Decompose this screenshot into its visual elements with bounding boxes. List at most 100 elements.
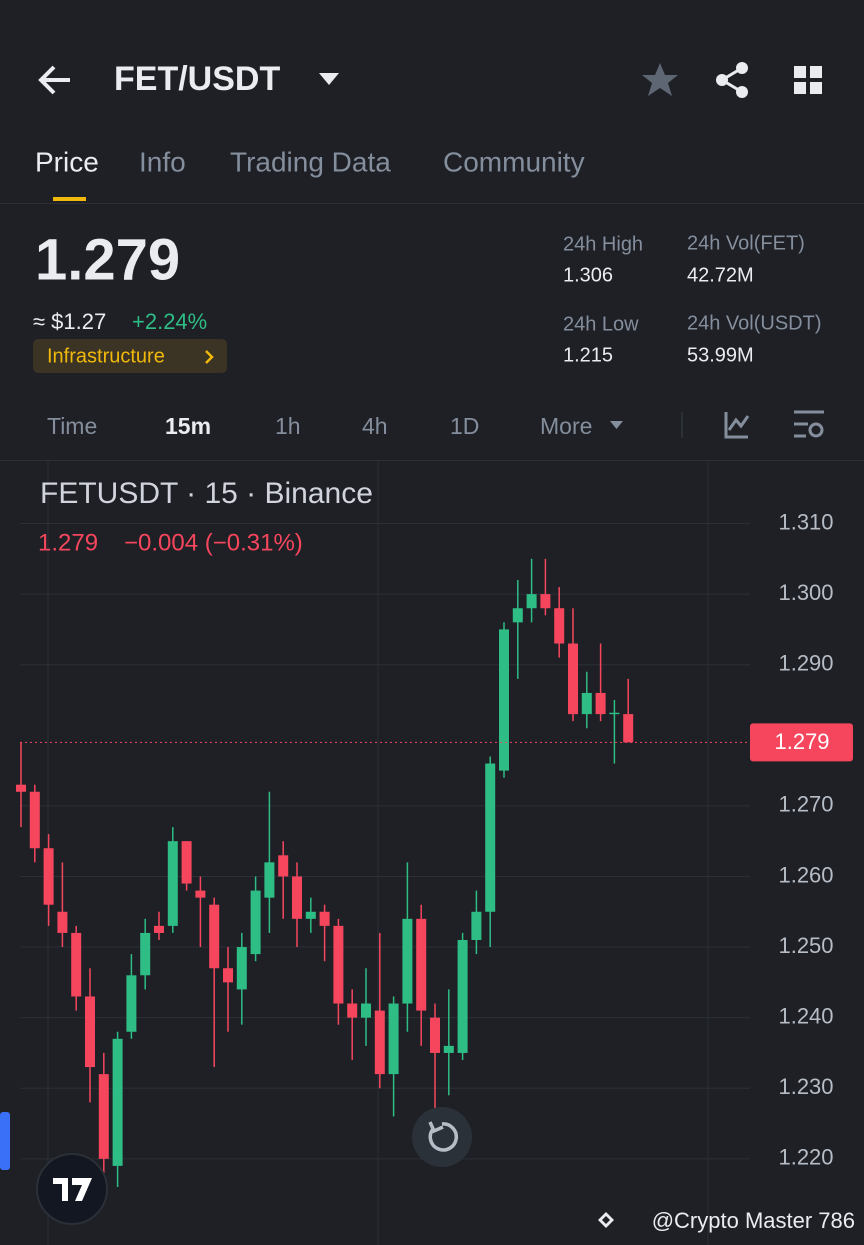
candle-body bbox=[264, 862, 275, 898]
candle-body bbox=[443, 1045, 454, 1053]
settings-icon[interactable] bbox=[794, 410, 824, 438]
candle-body bbox=[305, 911, 316, 919]
candle-body bbox=[278, 855, 289, 877]
candle-body bbox=[71, 932, 82, 997]
y-tick-label: 1.300 bbox=[778, 580, 833, 605]
candle-body bbox=[167, 841, 178, 926]
stat-value: 53.99M bbox=[687, 344, 754, 366]
candle-body bbox=[43, 848, 54, 905]
candle-body bbox=[499, 629, 509, 771]
more-dropdown[interactable] bbox=[610, 421, 623, 429]
divider bbox=[0, 203, 864, 204]
stat-label: 24h Vol(USDT) bbox=[687, 312, 822, 334]
tag-text[interactable]: Infrastructure bbox=[47, 345, 165, 367]
candle-body bbox=[195, 890, 206, 898]
candle-body bbox=[526, 594, 537, 609]
candle-body bbox=[181, 841, 192, 884]
candle-body bbox=[209, 904, 220, 969]
interval[interactable]: 15m bbox=[165, 413, 211, 439]
candle-body bbox=[112, 1038, 123, 1166]
candle-body bbox=[471, 911, 482, 940]
chart bbox=[16, 461, 750, 1245]
candle-body bbox=[85, 996, 95, 1068]
stat-value: 42.72M bbox=[687, 264, 754, 286]
y-tick-label: 1.290 bbox=[778, 651, 833, 676]
interval[interactable]: 4h bbox=[362, 413, 388, 439]
usd-price: ≈ $1.27 bbox=[33, 309, 106, 334]
interval[interactable]: Time bbox=[47, 413, 97, 439]
candle-body bbox=[292, 876, 302, 919]
candle-body bbox=[333, 925, 344, 1004]
side-tab[interactable] bbox=[0, 1112, 10, 1170]
candle-body bbox=[236, 947, 247, 990]
candle-body bbox=[430, 1017, 440, 1053]
candle-body bbox=[140, 932, 151, 976]
last-price: 1.279 bbox=[35, 227, 180, 292]
candle-body bbox=[347, 1003, 358, 1018]
stat-label: 24h Low bbox=[563, 313, 639, 335]
grid-icon[interactable] bbox=[794, 66, 822, 94]
back-button[interactable] bbox=[38, 65, 70, 95]
stat-label: 24h High bbox=[563, 233, 643, 255]
candle-body bbox=[223, 968, 233, 983]
tab[interactable]: Trading Data bbox=[230, 146, 391, 177]
candle-body bbox=[388, 1003, 399, 1075]
tab[interactable]: Price bbox=[35, 146, 99, 177]
candle-body bbox=[250, 890, 261, 955]
tradingview-logo bbox=[36, 1153, 108, 1225]
interval[interactable]: 1h bbox=[275, 413, 301, 439]
tag-chevron bbox=[205, 350, 214, 364]
candle-body bbox=[57, 911, 68, 933]
candle-body bbox=[374, 1010, 385, 1075]
y-tick-label: 1.230 bbox=[778, 1074, 833, 1099]
candle-body bbox=[416, 918, 427, 1011]
candle-body bbox=[16, 784, 26, 792]
candle-body bbox=[361, 1003, 371, 1018]
stat-label: 24h Vol(FET) bbox=[687, 232, 805, 254]
chart-title: FETUSDT · 15 · Binance bbox=[40, 477, 373, 510]
last-price-label: 1.279 bbox=[774, 729, 829, 754]
tab-indicator bbox=[53, 197, 86, 201]
candle-body bbox=[29, 791, 40, 849]
interval[interactable]: 1D bbox=[450, 413, 479, 439]
last-price-badge bbox=[750, 723, 853, 762]
candle-body bbox=[319, 911, 330, 926]
candle-body bbox=[623, 714, 634, 743]
tab[interactable]: Info bbox=[139, 146, 186, 177]
price-change: +2.24% bbox=[132, 309, 207, 334]
candle-body bbox=[154, 925, 164, 933]
reset-button[interactable] bbox=[412, 1107, 472, 1167]
indicator-icon[interactable] bbox=[724, 412, 750, 439]
candle-body bbox=[568, 643, 578, 715]
interval[interactable]: More bbox=[540, 413, 592, 439]
y-tick-label: 1.270 bbox=[778, 792, 833, 817]
stat-value: 1.306 bbox=[563, 264, 613, 286]
divider bbox=[0, 460, 864, 461]
candle-body bbox=[595, 692, 606, 715]
divider bbox=[681, 412, 683, 438]
candle-body bbox=[581, 692, 592, 715]
tag-badge[interactable] bbox=[33, 339, 227, 373]
watermark-icon bbox=[598, 1212, 614, 1228]
candle-body bbox=[609, 712, 620, 715]
watermark: @Crypto Master 786 bbox=[652, 1208, 855, 1233]
pair-title[interactable]: FET/USDT bbox=[114, 60, 280, 98]
favorite-icon[interactable] bbox=[642, 63, 678, 96]
y-tick-label: 1.260 bbox=[778, 862, 833, 887]
stat-value: 1.215 bbox=[563, 344, 613, 366]
candle-body bbox=[540, 594, 551, 609]
y-tick-label: 1.240 bbox=[778, 1003, 833, 1028]
tab[interactable]: Community bbox=[443, 146, 585, 177]
candle-body bbox=[457, 940, 468, 1053]
candle-body bbox=[98, 1074, 109, 1159]
y-tick-label: 1.220 bbox=[778, 1145, 833, 1170]
y-tick-label: 1.250 bbox=[778, 933, 833, 958]
chart-change: −0.004 (−0.31%) bbox=[124, 529, 303, 556]
chart-last: 1.279 bbox=[38, 529, 98, 556]
candle-body bbox=[554, 608, 565, 644]
pair-dropdown[interactable] bbox=[319, 73, 339, 85]
share-icon[interactable] bbox=[716, 62, 748, 98]
candle-body bbox=[126, 975, 137, 1032]
